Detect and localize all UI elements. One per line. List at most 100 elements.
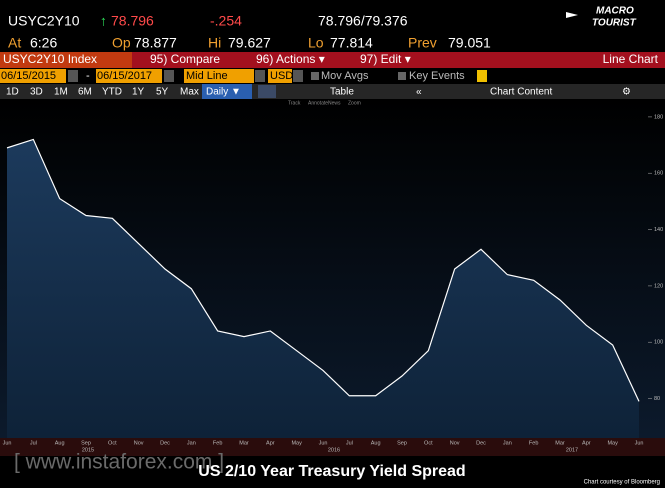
x-tick-label: Jun xyxy=(3,440,12,446)
period-button[interactable] xyxy=(202,84,252,99)
quote-header: USYC2Y10 ↑ 78.796 -.254 78.796/79.376 At… xyxy=(8,13,491,51)
chart-content-button[interactable]: Chart Content xyxy=(490,87,552,98)
x-tick-label: Jan xyxy=(503,440,512,446)
x-tick-label: Feb xyxy=(529,440,538,446)
x-tick-label: Jun xyxy=(635,440,644,446)
calendar-icon[interactable] xyxy=(164,70,174,82)
toolbar xyxy=(0,84,665,99)
ticker: USYC2Y10 xyxy=(8,13,80,29)
dropdown-icon[interactable] xyxy=(255,70,265,82)
bid-ask: 78.796/79.376 xyxy=(318,13,408,29)
x-tick-label: Nov xyxy=(450,440,460,446)
x-tick-label: Jun xyxy=(319,440,328,446)
prev-label: Prev xyxy=(408,35,437,51)
range-button[interactable]: YTD xyxy=(102,87,122,98)
range-button[interactable]: 1D xyxy=(6,87,19,98)
x-tick-label: Sep xyxy=(397,440,407,446)
menu-bar xyxy=(0,52,665,68)
x-tick-label: Oct xyxy=(108,440,117,446)
view-label: Line Chart xyxy=(603,52,659,66)
compare-button[interactable]: 95) Compare xyxy=(150,52,220,66)
x-tick-label: May xyxy=(291,440,302,446)
y-tick-label: 100 xyxy=(654,340,663,346)
currency-field[interactable] xyxy=(268,69,292,83)
high-label: Hi xyxy=(208,35,221,51)
low-label: Lo xyxy=(308,35,324,51)
range-button[interactable]: Max xyxy=(180,87,199,98)
logo: MACRO TOURIST xyxy=(566,6,637,29)
security-box[interactable] xyxy=(0,52,132,68)
x-tick-label: Feb xyxy=(213,440,222,446)
x-axis-band xyxy=(0,438,665,456)
open-value: 78.877 xyxy=(134,35,177,51)
x-tick-label: Sep xyxy=(81,440,91,446)
x-tick-label: Dec xyxy=(160,440,170,446)
x-tick-label: May xyxy=(607,440,618,446)
x-tick-label: Jul xyxy=(30,440,37,446)
dropdown-icon[interactable] xyxy=(293,70,303,82)
x-tick-label: Dec xyxy=(476,440,486,446)
x-tick-label: Apr xyxy=(582,440,591,446)
calendar-icon[interactable] xyxy=(68,70,78,82)
actions-button[interactable]: 96) Actions ▾ xyxy=(256,52,325,66)
start-date-field[interactable] xyxy=(0,69,66,83)
security[interactable]: USYC2Y10 Index xyxy=(3,52,97,66)
chart-type-icon[interactable] xyxy=(258,85,276,98)
x-tick-label: Mar xyxy=(555,440,565,446)
x-tick-label: Apr xyxy=(266,440,275,446)
date-dash: - xyxy=(86,70,90,82)
period[interactable]: Daily ▼ xyxy=(206,87,241,98)
range-button[interactable]: 5Y xyxy=(156,87,169,98)
line xyxy=(6,138,640,402)
mode[interactable]: Mid Line xyxy=(186,70,228,82)
x-tick-label: Nov xyxy=(134,440,144,446)
edit-button[interactable]: 97) Edit ▾ xyxy=(360,52,411,66)
x-tick-label: Aug xyxy=(55,440,65,446)
y-tick-label: 80 xyxy=(654,396,660,402)
area xyxy=(7,139,639,438)
range-button[interactable]: 6M xyxy=(78,87,92,98)
prev-value: 79.051 xyxy=(448,35,491,51)
at-time: 6:26 xyxy=(30,35,57,51)
range-button[interactable]: 1Y xyxy=(132,87,145,98)
low-value: 77.814 xyxy=(330,35,373,51)
range-button[interactable]: 1M xyxy=(54,87,68,98)
credit: Chart courtesy of Bloomberg xyxy=(584,480,660,486)
open-label: Op xyxy=(112,35,131,51)
mov-avgs[interactable]: Mov Avgs xyxy=(321,70,369,82)
caption: US 2/10 Year Treasury Yield Spread xyxy=(198,463,465,480)
x-tick-label: Oct xyxy=(424,440,433,446)
settings-row: 06/15/2015 - 06/15/2017 Mid Line USD Mov… xyxy=(0,69,487,83)
high-value: 79.627 xyxy=(228,35,271,51)
tool-label: Zoom xyxy=(348,100,361,106)
checkbox[interactable] xyxy=(398,72,406,80)
range-button[interactable]: 3D xyxy=(30,87,43,98)
x-tick-label: Jul xyxy=(346,440,353,446)
y-tick-label: 180 xyxy=(654,114,663,120)
y-tick-label: 160 xyxy=(654,171,663,177)
logo-arrow xyxy=(566,12,578,18)
last-price: 78.796 xyxy=(111,13,154,29)
year-label: 2016 xyxy=(328,447,340,453)
y-tick-label: 140 xyxy=(654,227,663,233)
mode-field[interactable] xyxy=(184,69,254,83)
at-label: At xyxy=(8,35,21,51)
settings-icon[interactable]: ⚙ xyxy=(622,87,631,98)
end-date[interactable]: 06/15/2017 xyxy=(97,70,152,82)
key-events[interactable]: Key Events xyxy=(409,70,465,82)
info-icon[interactable] xyxy=(477,70,487,82)
currency[interactable]: USD xyxy=(270,70,293,82)
start-date[interactable]: 06/15/2015 xyxy=(1,70,56,82)
x-tick-label: Aug xyxy=(371,440,381,446)
end-date-field[interactable] xyxy=(96,69,162,83)
tool-label: News xyxy=(328,100,341,106)
logo-bottom: TOURIST xyxy=(592,18,637,29)
checkbox[interactable] xyxy=(311,72,319,80)
x-tick-label: Mar xyxy=(239,440,249,446)
y-tick-label: 120 xyxy=(654,283,663,289)
table-button[interactable]: Table xyxy=(330,87,354,98)
year-label: 2015 xyxy=(82,447,94,453)
x-tick-label: Jan xyxy=(187,440,196,446)
collapse-icon[interactable]: « xyxy=(416,87,422,98)
